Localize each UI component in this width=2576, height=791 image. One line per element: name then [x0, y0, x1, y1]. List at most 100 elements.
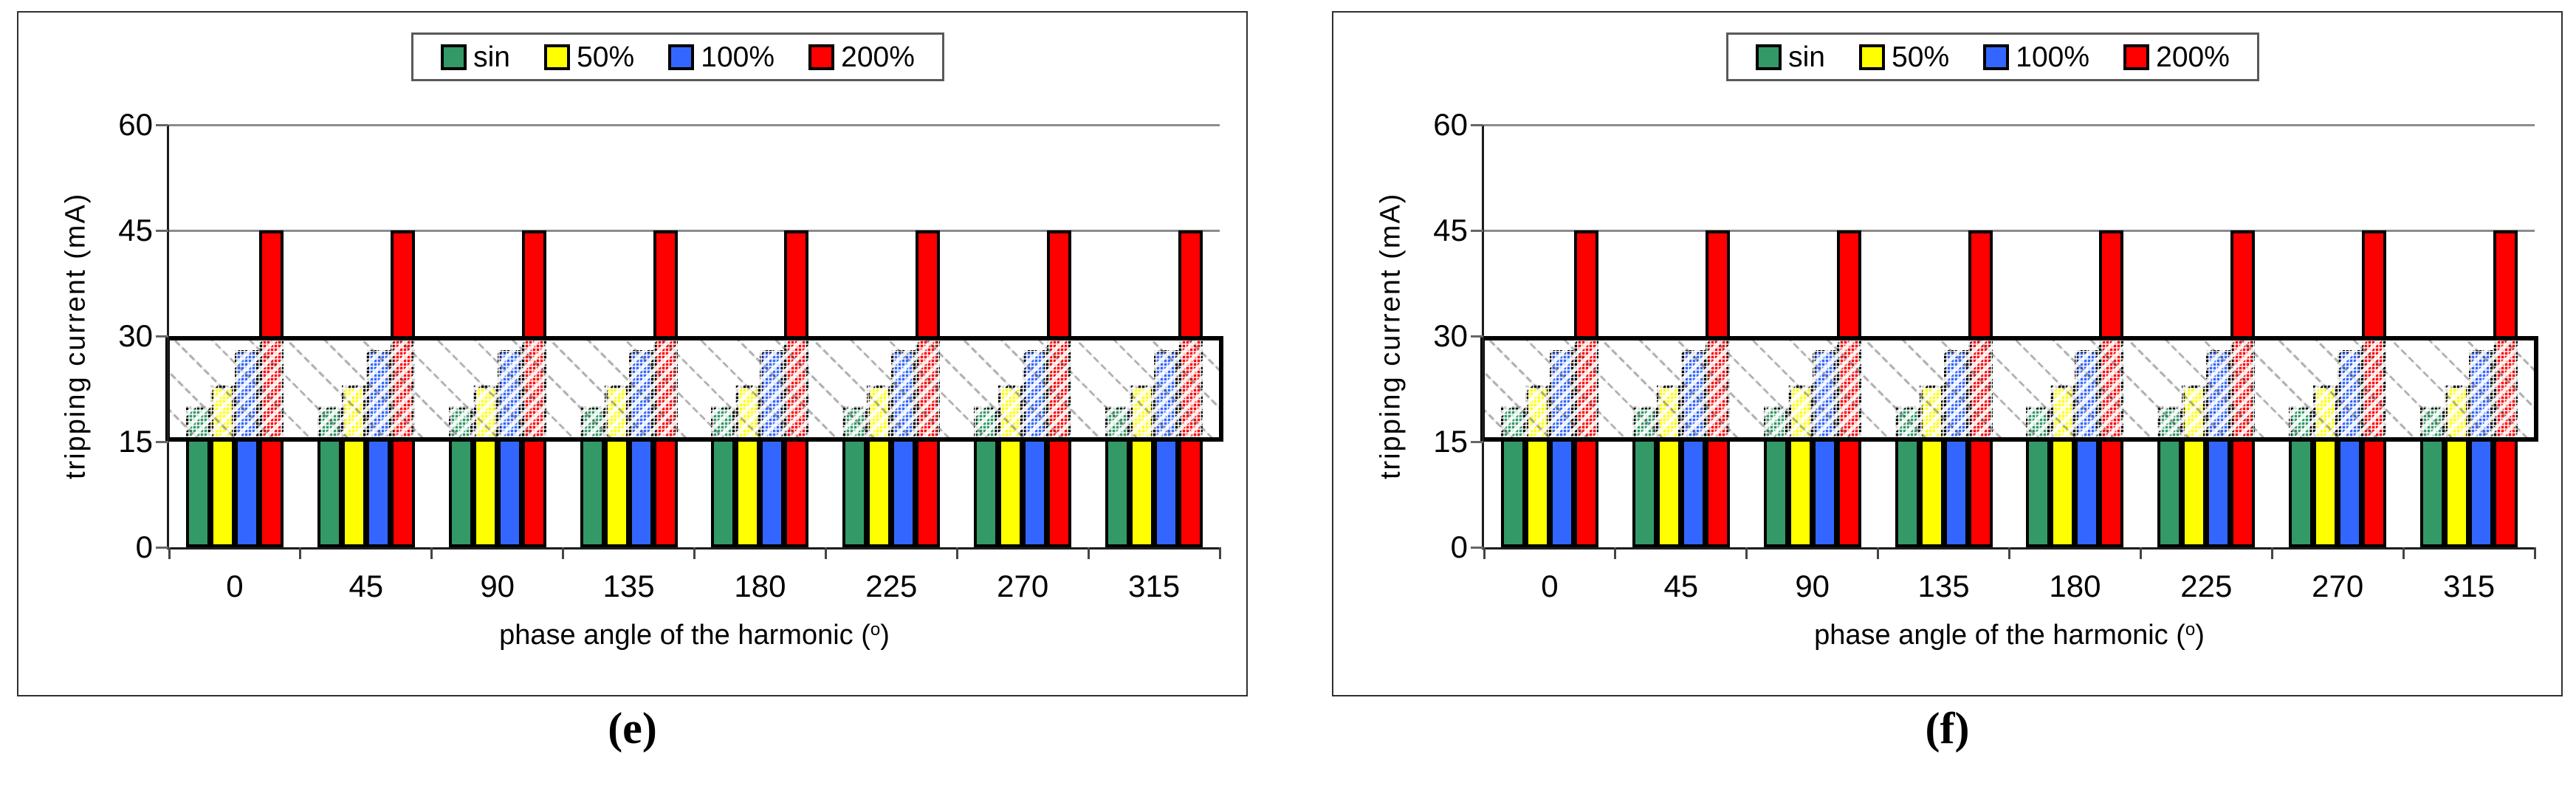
x-tick-label-45: 45: [348, 569, 384, 603]
x-tick-mark: [955, 547, 958, 559]
plot-area-e: [165, 123, 1223, 549]
x-tick-mark: [299, 547, 302, 559]
y-tick-mark: [1471, 440, 1483, 443]
legend-item-50: 50%: [1859, 43, 1949, 72]
legend-label-100: 100%: [701, 41, 775, 73]
legend-swatch-sin-icon: [1756, 44, 1782, 70]
x-tick-label-180: 180: [2049, 569, 2101, 603]
x-axis-title: phase angle of the harmonic (o): [169, 614, 1220, 651]
y-tick-label-15: 15: [118, 424, 153, 459]
y-tick-label-45: 45: [1433, 213, 1468, 247]
y-tick-label-30: 30: [118, 318, 153, 353]
x-axis-title-end: ): [2195, 620, 2205, 651]
legend-swatch-200-icon: [808, 44, 835, 70]
caption-e: (e): [608, 704, 657, 753]
legend-f: sin 50% 100% 200%: [1726, 32, 2259, 81]
legend-item-100: 100%: [668, 43, 774, 72]
gridline-60: [1484, 123, 2535, 126]
y-tick-mark: [1471, 546, 1483, 549]
x-tick-mark: [2008, 547, 2010, 559]
legend-label-200: 200%: [2156, 41, 2230, 73]
x-tick-mark: [430, 547, 433, 559]
x-axis-title-text: phase angle of the harmonic (: [1814, 620, 2185, 651]
x-tick-label-90: 90: [1795, 569, 1830, 603]
x-axis-title: phase angle of the harmonic (o): [1484, 614, 2535, 651]
plot-area-f: [1480, 123, 2538, 549]
highlight-band: [1480, 336, 2538, 442]
gridline-60: [169, 123, 1220, 126]
legend-swatch-50-icon: [1859, 44, 1886, 70]
legend-swatch-100-icon: [1983, 44, 2010, 70]
x-tick-label-0: 0: [1541, 569, 1559, 603]
x-tick-mark: [1614, 547, 1617, 559]
chart-outer-box-e: sin 50% 100% 200% tripping current (mA): [17, 11, 1248, 696]
legend-e: sin 50% 100% 200%: [411, 32, 944, 81]
x-tick-label-315: 315: [1128, 569, 1181, 603]
highlight-band: [165, 336, 1223, 442]
x-tick-label-135: 135: [1917, 569, 1970, 603]
legend-swatch-200-icon: [2123, 44, 2150, 70]
x-tick-mark: [693, 547, 695, 559]
caption-f: (f): [1925, 704, 1970, 753]
x-tick-mark: [2139, 547, 2142, 559]
x-axis-title-end: ): [880, 620, 890, 651]
legend-label-sin: sin: [1788, 41, 1825, 73]
legend-item-50: 50%: [544, 43, 634, 72]
legend-item-sin: sin: [1756, 43, 1825, 72]
legend-swatch-100-icon: [668, 44, 695, 70]
x-tick-mark: [168, 547, 171, 559]
x-tick-label-270: 270: [2312, 569, 2364, 603]
x-tick-label-45: 45: [1663, 569, 1699, 603]
x-tick-mark: [1087, 547, 1090, 559]
legend-label-200: 200%: [841, 41, 915, 73]
y-tick-mark: [1471, 229, 1483, 232]
y-tick-label-60: 60: [118, 107, 153, 142]
y-tick-mark: [1471, 335, 1483, 338]
x-tick-label-225: 225: [865, 569, 918, 603]
x-axis-title-text: phase angle of the harmonic (: [499, 620, 870, 651]
y-tick-mark: [156, 123, 168, 126]
x-tick-label-225: 225: [2180, 569, 2233, 603]
x-tick-mark: [824, 547, 827, 559]
x-tick-mark: [2402, 547, 2405, 559]
x-tick-mark: [1745, 547, 1748, 559]
x-tick-label-315: 315: [2443, 569, 2496, 603]
x-tick-mark: [1877, 547, 1880, 559]
panel-e: sin 50% 100% 200% tripping current (mA): [17, 11, 1248, 753]
y-tick-mark: [1471, 123, 1483, 126]
x-tick-mark: [1218, 547, 1221, 559]
legend-label-50: 50%: [1892, 41, 1950, 73]
legend-label-50: 50%: [577, 41, 635, 73]
x-tick-mark: [2270, 547, 2273, 559]
legend-label-100: 100%: [2016, 41, 2090, 73]
y-tick-label-30: 30: [1433, 318, 1468, 353]
panel-f: sin 50% 100% 200% tripping current (mA): [1315, 0, 2576, 791]
y-tick-label-0: 0: [135, 530, 153, 564]
y-tick-label-45: 45: [118, 213, 153, 247]
x-tick-mark: [562, 547, 565, 559]
x-tick-mark: [1483, 547, 1486, 559]
x-axis-title-sup: o: [870, 620, 881, 640]
gridline-45: [1484, 229, 2535, 232]
x-tick-label-270: 270: [997, 569, 1049, 603]
legend-item-200: 200%: [808, 43, 915, 72]
legend-swatch-50-icon: [544, 44, 571, 70]
y-tick-mark: [156, 335, 168, 338]
x-tick-label-135: 135: [602, 569, 655, 603]
x-tick-label-90: 90: [480, 569, 515, 603]
chart-outer-box-f: sin 50% 100% 200% tripping current (mA): [1332, 11, 2563, 696]
legend-item-sin: sin: [441, 43, 510, 72]
y-tick-mark: [156, 546, 168, 549]
y-tick-mark: [156, 229, 168, 232]
x-tick-mark: [2533, 547, 2536, 559]
y-tick-label-0: 0: [1450, 530, 1468, 564]
y-tick-label-60: 60: [1433, 107, 1468, 142]
x-tick-label-180: 180: [734, 569, 786, 603]
legend-item-200: 200%: [2123, 43, 2230, 72]
legend-label-sin: sin: [473, 41, 510, 73]
y-tick-mark: [156, 440, 168, 443]
legend-item-100: 100%: [1983, 43, 2089, 72]
gridline-45: [169, 229, 1220, 232]
legend-swatch-sin-icon: [441, 44, 467, 70]
